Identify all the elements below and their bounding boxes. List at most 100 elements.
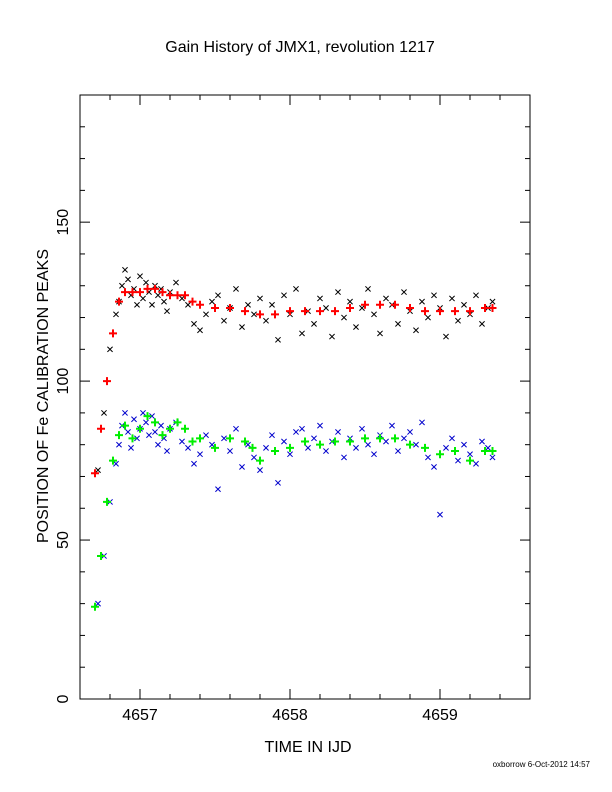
data-point <box>125 276 131 283</box>
data-point <box>122 266 128 273</box>
data-point <box>95 467 101 474</box>
data-point <box>103 377 111 386</box>
data-point <box>485 444 491 451</box>
data-point <box>479 438 485 445</box>
data-point <box>151 284 159 293</box>
data-point <box>239 324 245 331</box>
data-point <box>101 409 107 416</box>
data-point <box>233 285 239 292</box>
data-point <box>256 310 264 319</box>
data-point <box>119 282 125 289</box>
data-point <box>421 443 429 452</box>
data-point <box>179 295 185 302</box>
data-point <box>361 434 369 443</box>
data-point <box>143 284 152 293</box>
data-point <box>173 418 182 427</box>
data-point <box>188 297 197 306</box>
data-point <box>406 303 414 312</box>
data-point <box>122 409 128 416</box>
axis-tick-labels: 0 50 100 150 4657 4658 4659 <box>55 209 458 724</box>
data-point <box>437 511 443 518</box>
data-point <box>251 454 257 461</box>
data-point <box>481 303 489 312</box>
x-tick-label: 4658 <box>272 707 308 724</box>
data-point <box>152 429 158 435</box>
data-point <box>323 305 329 311</box>
data-point <box>488 303 497 312</box>
data-point <box>97 551 105 560</box>
plot-frame <box>79 94 531 700</box>
data-point <box>143 412 152 421</box>
data-point <box>113 460 119 467</box>
data-point <box>166 291 174 300</box>
y-tick-label: 0 <box>55 694 72 703</box>
data-point <box>281 292 287 299</box>
data-point <box>269 301 275 308</box>
data-point <box>341 454 347 461</box>
y-tick-label: 100 <box>55 368 72 395</box>
data-point <box>109 329 117 338</box>
data-point <box>395 448 401 454</box>
data-point <box>271 447 279 456</box>
data-point <box>245 441 251 448</box>
data-point <box>113 311 119 318</box>
axis-ticks <box>79 94 531 700</box>
data-point <box>109 456 117 465</box>
footer-credit: oxborrow 6-Oct-2012 14:57 <box>493 760 591 769</box>
data-point <box>383 438 389 445</box>
data-point <box>103 497 111 506</box>
data-point <box>203 311 209 318</box>
data-point <box>281 438 287 445</box>
data-point <box>146 432 152 439</box>
data-point <box>256 456 264 465</box>
data-point <box>335 289 341 296</box>
data-point <box>376 434 384 443</box>
data-point <box>149 301 155 308</box>
series-4 <box>91 412 497 611</box>
data-point <box>301 307 309 316</box>
data-point <box>451 307 459 316</box>
data-point <box>197 451 203 458</box>
data-point <box>489 454 496 461</box>
data-point <box>299 425 305 432</box>
data-point <box>311 435 317 442</box>
data-point <box>316 307 324 316</box>
data-point <box>361 300 369 309</box>
data-point <box>301 437 309 446</box>
data-point <box>371 311 377 318</box>
data-point <box>121 421 129 430</box>
data-point <box>287 451 293 458</box>
series-2 <box>95 409 496 607</box>
data-point <box>455 317 461 324</box>
data-point <box>317 295 323 302</box>
data-point <box>226 303 234 312</box>
y-axis-label: POSITION OF Fe CALIBRATION PEAKS <box>35 249 52 543</box>
data-point <box>136 288 144 297</box>
data-point <box>455 457 461 464</box>
data-point <box>286 443 294 452</box>
data-point <box>467 451 473 458</box>
x-axis-label: TIME IN IJD <box>264 739 351 756</box>
data-point <box>391 434 399 443</box>
data-point <box>95 600 101 607</box>
data-point <box>196 434 204 443</box>
data-point <box>158 422 164 429</box>
data-point <box>185 444 191 451</box>
data-point <box>203 432 209 439</box>
series-3 <box>91 284 497 478</box>
y-tick-label: 50 <box>55 531 72 549</box>
data-point <box>248 443 257 452</box>
data-point <box>401 435 407 442</box>
data-point <box>488 447 497 456</box>
data-point <box>263 317 269 324</box>
data-point <box>451 447 459 456</box>
data-point <box>425 454 431 461</box>
data-point <box>143 419 149 426</box>
data-point <box>271 310 279 319</box>
data-point <box>331 437 339 446</box>
data-point <box>436 450 444 459</box>
data-point <box>155 292 161 299</box>
data-point <box>275 479 281 486</box>
data-point <box>316 440 324 449</box>
